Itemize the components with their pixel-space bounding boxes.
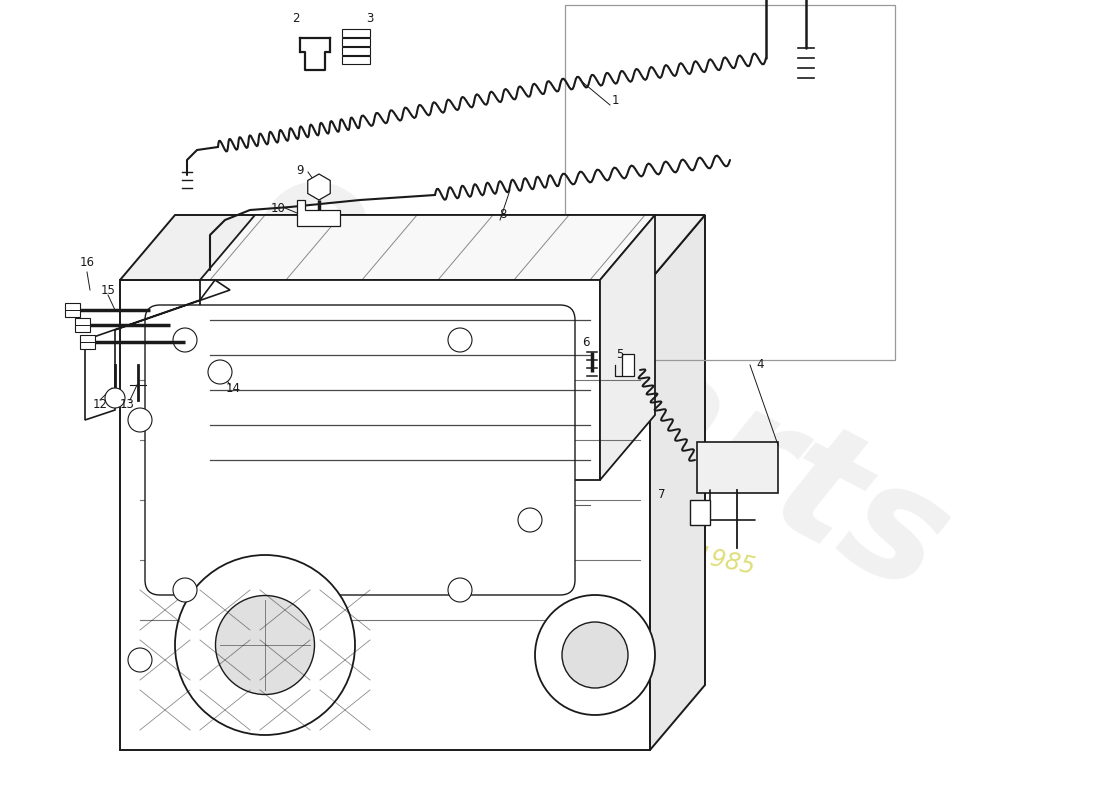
Bar [75, 318, 90, 332]
Text: 10: 10 [271, 202, 285, 214]
Text: 5: 5 [616, 347, 624, 361]
Text: 2: 2 [293, 11, 299, 25]
Bar [342, 29, 370, 37]
Circle shape [208, 360, 232, 384]
Text: eu-parts: eu-parts [228, 133, 972, 627]
Circle shape [535, 595, 654, 715]
Polygon shape [200, 215, 654, 280]
Polygon shape [120, 280, 650, 750]
Polygon shape [200, 280, 600, 480]
Text: 16: 16 [79, 257, 95, 270]
Text: 15: 15 [100, 283, 116, 297]
Circle shape [518, 508, 542, 532]
Text: 3: 3 [366, 11, 374, 25]
Polygon shape [650, 215, 705, 750]
Circle shape [128, 408, 152, 432]
Bar [342, 38, 370, 46]
Polygon shape [85, 280, 230, 420]
Text: 9: 9 [296, 163, 304, 177]
Circle shape [104, 388, 125, 408]
Bar [65, 303, 80, 317]
Circle shape [173, 328, 197, 352]
Text: 14: 14 [226, 382, 241, 394]
Polygon shape [600, 215, 654, 480]
Circle shape [128, 648, 152, 672]
Circle shape [562, 622, 628, 688]
Bar [565, 5, 895, 360]
Bar [342, 47, 370, 55]
Polygon shape [297, 200, 340, 226]
FancyBboxPatch shape [145, 305, 575, 595]
Text: 1: 1 [612, 94, 618, 106]
Text: 8: 8 [499, 207, 507, 221]
Circle shape [448, 328, 472, 352]
Circle shape [175, 555, 355, 735]
Text: 7: 7 [658, 489, 666, 502]
Circle shape [448, 578, 472, 602]
Bar [80, 335, 95, 349]
Text: a passion for parts since 1985: a passion for parts since 1985 [403, 481, 757, 579]
Text: 4: 4 [757, 358, 763, 371]
FancyBboxPatch shape [697, 442, 778, 493]
Circle shape [173, 578, 197, 602]
Bar [342, 56, 370, 64]
Polygon shape [120, 215, 705, 280]
Bar [621, 354, 634, 376]
Polygon shape [690, 500, 710, 525]
Text: 12: 12 [92, 398, 108, 411]
Text: 13: 13 [120, 398, 134, 411]
Circle shape [216, 595, 315, 694]
Text: 6: 6 [582, 335, 590, 349]
